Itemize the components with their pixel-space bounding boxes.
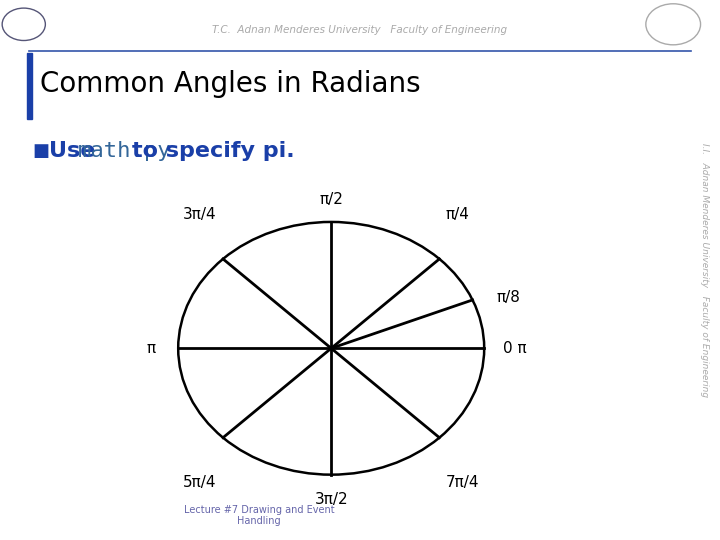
Text: 0 π: 0 π xyxy=(503,341,526,356)
Text: I.I.   Adnan Menderes University   Faculty of Engineering: I.I. Adnan Menderes University Faculty o… xyxy=(700,143,708,397)
Text: 5π/4: 5π/4 xyxy=(183,475,217,490)
Text: π: π xyxy=(146,341,156,356)
Text: π/8: π/8 xyxy=(497,291,521,305)
Text: 3π/2: 3π/2 xyxy=(315,492,348,507)
Text: π/4: π/4 xyxy=(446,207,470,221)
Text: Lecture #7 Drawing and Event
Handling: Lecture #7 Drawing and Event Handling xyxy=(184,505,335,526)
Text: π/2: π/2 xyxy=(319,192,343,207)
Text: Use: Use xyxy=(49,141,95,161)
Text: math.py: math.py xyxy=(78,141,171,161)
Text: T.C.  Adnan Menderes University   Faculty of Engineering: T.C. Adnan Menderes University Faculty o… xyxy=(212,25,508,35)
Text: Common Angles in Radians: Common Angles in Radians xyxy=(40,70,420,98)
Text: 3π/4: 3π/4 xyxy=(183,207,217,221)
Text: ■: ■ xyxy=(32,142,50,160)
Text: to specify pi.: to specify pi. xyxy=(132,141,294,161)
Text: 7π/4: 7π/4 xyxy=(446,475,480,490)
